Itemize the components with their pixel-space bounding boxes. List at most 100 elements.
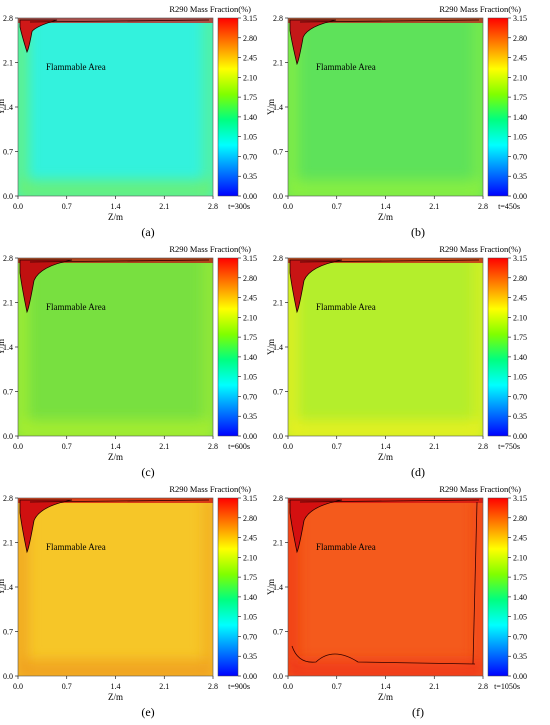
colorbar-tick-label: 1.05: [513, 613, 527, 622]
heatmap-edge-zone: [288, 498, 483, 676]
top-wall-band: [18, 258, 213, 263]
colorbar-tick-label: 2.10: [243, 73, 257, 82]
colorbar-tick-label: 1.05: [243, 613, 257, 622]
x-tick-label: 0.0: [283, 442, 293, 451]
y-tick-label: 0.0: [3, 672, 13, 681]
colorbar-tick-label: 3.15: [243, 494, 257, 503]
y-tick-label: 2.8: [3, 494, 13, 503]
y-tick-label: 0.7: [273, 148, 283, 157]
colorbar-tick-label: 2.45: [243, 534, 257, 543]
colorbar-tick-label: 1.40: [513, 353, 527, 362]
colorbar-tick-label: 0.35: [513, 172, 527, 181]
flammable-plume: [289, 19, 337, 66]
x-tick-label: 2.8: [208, 442, 218, 451]
x-tick-label: 0.7: [62, 682, 72, 691]
panel-label: (f): [412, 705, 424, 719]
y-tick-label: 2.1: [273, 299, 283, 308]
x-tick-label: 0.0: [13, 442, 23, 451]
top-wall-band: [288, 18, 483, 23]
y-tick-label: 0.7: [3, 628, 13, 637]
y-axis-label: Y/m: [266, 339, 276, 355]
flammable-area-label: Flammable Area: [46, 542, 106, 552]
colorbar-tick-label: 1.40: [513, 113, 527, 122]
colorbar-tick-label: 1.75: [513, 573, 527, 582]
colorbar-tick-label: 2.80: [513, 34, 527, 43]
colorbar-tick-label: 0.00: [513, 672, 527, 681]
x-tick-label: 0.0: [283, 202, 293, 211]
colorbar-tick-label: 0.70: [513, 632, 527, 641]
panel-label: (c): [141, 465, 154, 479]
colorbar-tick-label: 2.10: [243, 553, 257, 562]
y-tick-label: 1.4: [3, 343, 13, 352]
colorbar-tick-label: 2.45: [513, 54, 527, 63]
colorbar-tick-label: 1.75: [513, 93, 527, 102]
x-tick-label: 2.1: [429, 202, 439, 211]
flammable-area-label: Flammable Area: [316, 302, 376, 312]
flammable-plume: [19, 19, 58, 54]
time-label: t=600s: [228, 442, 250, 451]
colorbar-tick-label: 2.10: [243, 313, 257, 322]
flammable-plume: [289, 259, 343, 314]
y-tick-label: 2.1: [273, 59, 283, 68]
colorbar-tick-label: 1.40: [513, 593, 527, 602]
colorbar-tick-label: 2.80: [513, 274, 527, 283]
x-axis-label: Z/m: [108, 452, 123, 462]
x-tick-label: 2.1: [159, 442, 169, 451]
panel-b: Flammable Area 0.0 0.7 1.4 2.1 2.8 0.0 0.7 1.4 2.…: [266, 4, 527, 239]
x-tick-label: 1.4: [381, 442, 391, 451]
colorbar-tick-label: 0.35: [243, 652, 257, 661]
colorbar-tick-label: 3.15: [513, 14, 527, 23]
panel-d: Flammable Area 0.0 0.7 1.4 2.1 2.8 0.0 0.7 1.4 2.…: [266, 244, 527, 479]
colorbar-tick-label: 1.75: [243, 93, 257, 102]
colorbar-tick-label: 0.35: [243, 412, 257, 421]
heatmap-field: [18, 498, 213, 676]
y-tick-label: 2.1: [3, 539, 13, 548]
x-axis-label: Z/m: [108, 212, 123, 222]
colorbar-tick-label: 2.10: [513, 73, 527, 82]
y-tick-label: 0.7: [273, 388, 283, 397]
colorbar-tick-label: 3.15: [513, 254, 527, 263]
colorbar-tick-label: 2.80: [513, 514, 527, 523]
heatmap-edge-zone: [18, 18, 213, 196]
time-label: t=1050s: [494, 682, 520, 691]
y-tick-label: 0.0: [3, 432, 13, 441]
colorbar-tick-label: 0.70: [243, 632, 257, 641]
y-tick-label: 2.8: [273, 494, 283, 503]
colorbar-tick-label: 2.45: [243, 294, 257, 303]
y-tick-label: 1.4: [273, 103, 283, 112]
heatmap-background: [18, 498, 213, 676]
colorbar-tick-label: 0.70: [243, 392, 257, 401]
x-tick-label: 0.0: [13, 682, 23, 691]
colorbar: [217, 257, 239, 437]
x-tick-label: 0.0: [283, 682, 293, 691]
x-axis-label: Z/m: [378, 452, 393, 462]
y-tick-label: 0.0: [273, 192, 283, 201]
x-tick-label: 0.7: [62, 442, 72, 451]
colorbar-tick-label: 2.80: [243, 34, 257, 43]
heatmap-background: [288, 258, 483, 436]
heatmap-background: [288, 498, 483, 676]
y-tick-label: 0.0: [273, 432, 283, 441]
x-tick-label: 1.4: [381, 202, 391, 211]
colorbar-tick-label: 0.00: [243, 672, 257, 681]
colorbar: [217, 17, 239, 197]
flammable-area-label: Flammable Area: [316, 542, 376, 552]
heatmap-edge-zone: [288, 18, 483, 196]
colorbar-tick-label: 1.75: [243, 573, 257, 582]
top-wall-band: [288, 258, 483, 263]
colorbar-tick-label: 0.00: [243, 192, 257, 201]
panel-c: Flammable Area 0.0 0.7 1.4 2.1 2.8 0.0 0.7 1.4 2.…: [0, 244, 257, 479]
colorbar-tick-label: 2.45: [513, 294, 527, 303]
flammable-plume: [19, 499, 73, 554]
top-wall-band: [288, 498, 483, 503]
colorbar-tick-label: 0.00: [243, 432, 257, 441]
heatmap-background: [288, 18, 483, 196]
x-axis-label: Z/m: [108, 692, 123, 702]
heatmap-edge-zone: [18, 498, 213, 676]
colorbar-title: R290 Mass Fraction(%): [169, 244, 251, 254]
colorbar-title: R290 Mass Fraction(%): [169, 4, 251, 14]
colorbar: [487, 497, 509, 677]
top-wall-band: [18, 18, 213, 23]
panel-label: (a): [141, 225, 154, 239]
time-label: t=300s: [228, 202, 250, 211]
